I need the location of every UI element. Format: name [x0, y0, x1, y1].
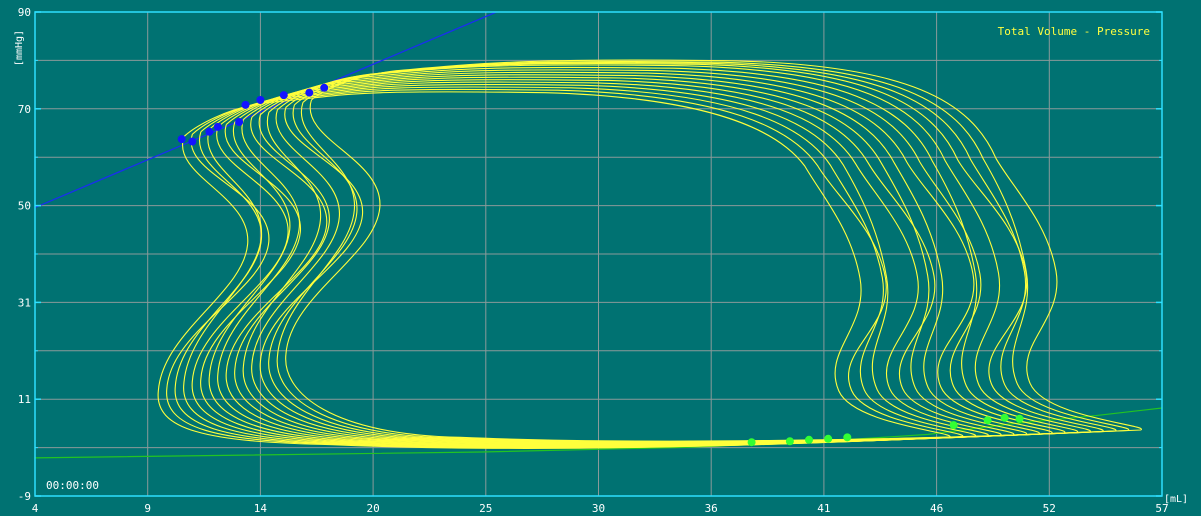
end-systolic-point [279, 91, 288, 100]
pv-loop [276, 60, 1130, 443]
pv-loop [174, 86, 976, 448]
end-diastolic-point [785, 437, 794, 446]
x-tick-label: 41 [817, 502, 830, 515]
y-tick-label: 31 [18, 296, 31, 309]
end-systolic-point [188, 137, 197, 146]
elapsed-time-readout: 00:00:00 [46, 479, 99, 492]
pv-loop [157, 91, 951, 449]
x-axis-unit-label: [mL] [1164, 494, 1188, 505]
end-systolic-point [241, 100, 250, 109]
y-tick-label: 90 [18, 6, 31, 19]
x-tick-label: 52 [1043, 502, 1056, 515]
marker-points [177, 83, 1024, 447]
end-systolic-point [205, 127, 214, 136]
x-tick-label: 4 [32, 502, 39, 515]
end-systolic-point [256, 96, 265, 104]
y-tick-label: -9 [18, 490, 31, 503]
pv-loop [259, 62, 1104, 444]
edpvr-layer [34, 407, 1163, 459]
end-systolic-point [177, 135, 186, 144]
end-diastolic-point [1015, 414, 1024, 423]
x-tick-label: 14 [254, 502, 268, 515]
pv-loop [183, 83, 989, 448]
end-diastolic-point [843, 433, 852, 442]
y-tick-label: 11 [18, 393, 31, 406]
x-tick-label: 30 [592, 502, 605, 515]
end-diastolic-point [1000, 413, 1009, 422]
pv-loop [208, 76, 1027, 447]
end-diastolic-point [747, 438, 756, 447]
pv-loop [217, 74, 1040, 446]
x-tick-label: 46 [930, 502, 943, 515]
end-diastolic-point [824, 434, 833, 443]
end-systolic-point [235, 118, 244, 126]
pv-loop [191, 81, 1002, 448]
y-tick-label: 70 [18, 103, 31, 116]
x-tick-label: 20 [366, 502, 379, 515]
end-diastolic-point [805, 435, 814, 444]
chart-title: Total Volume - Pressure [998, 25, 1150, 38]
pv-loops [157, 59, 1142, 449]
x-tick-label: 57 [1155, 502, 1168, 515]
x-tick-label: 25 [479, 502, 492, 515]
x-tick-label: 36 [705, 502, 718, 515]
pv-loop [225, 71, 1053, 446]
end-diastolic-point [949, 421, 958, 430]
pv-loop [166, 88, 964, 449]
y-tick-label: 50 [18, 200, 31, 213]
x-tick-labels: 4 9 14 20 25 30 36 41 46 52 57 [32, 502, 1169, 515]
end-systolic-point [320, 83, 329, 92]
x-tick-label: 9 [144, 502, 151, 515]
pv-loop [251, 64, 1091, 444]
end-diastolic-point [983, 416, 992, 425]
pv-loop [242, 66, 1078, 445]
pv-loop [285, 59, 1142, 442]
edpvr-curve [34, 407, 1163, 459]
end-systolic-point [213, 122, 222, 131]
y-tick-labels: -9 11 31 50 70 90 [18, 6, 1162, 503]
end-systolic-point [305, 88, 314, 97]
pv-loop [200, 79, 1015, 447]
pv-loop [268, 61, 1117, 443]
y-axis-unit-label: [mmHg] [14, 30, 25, 66]
